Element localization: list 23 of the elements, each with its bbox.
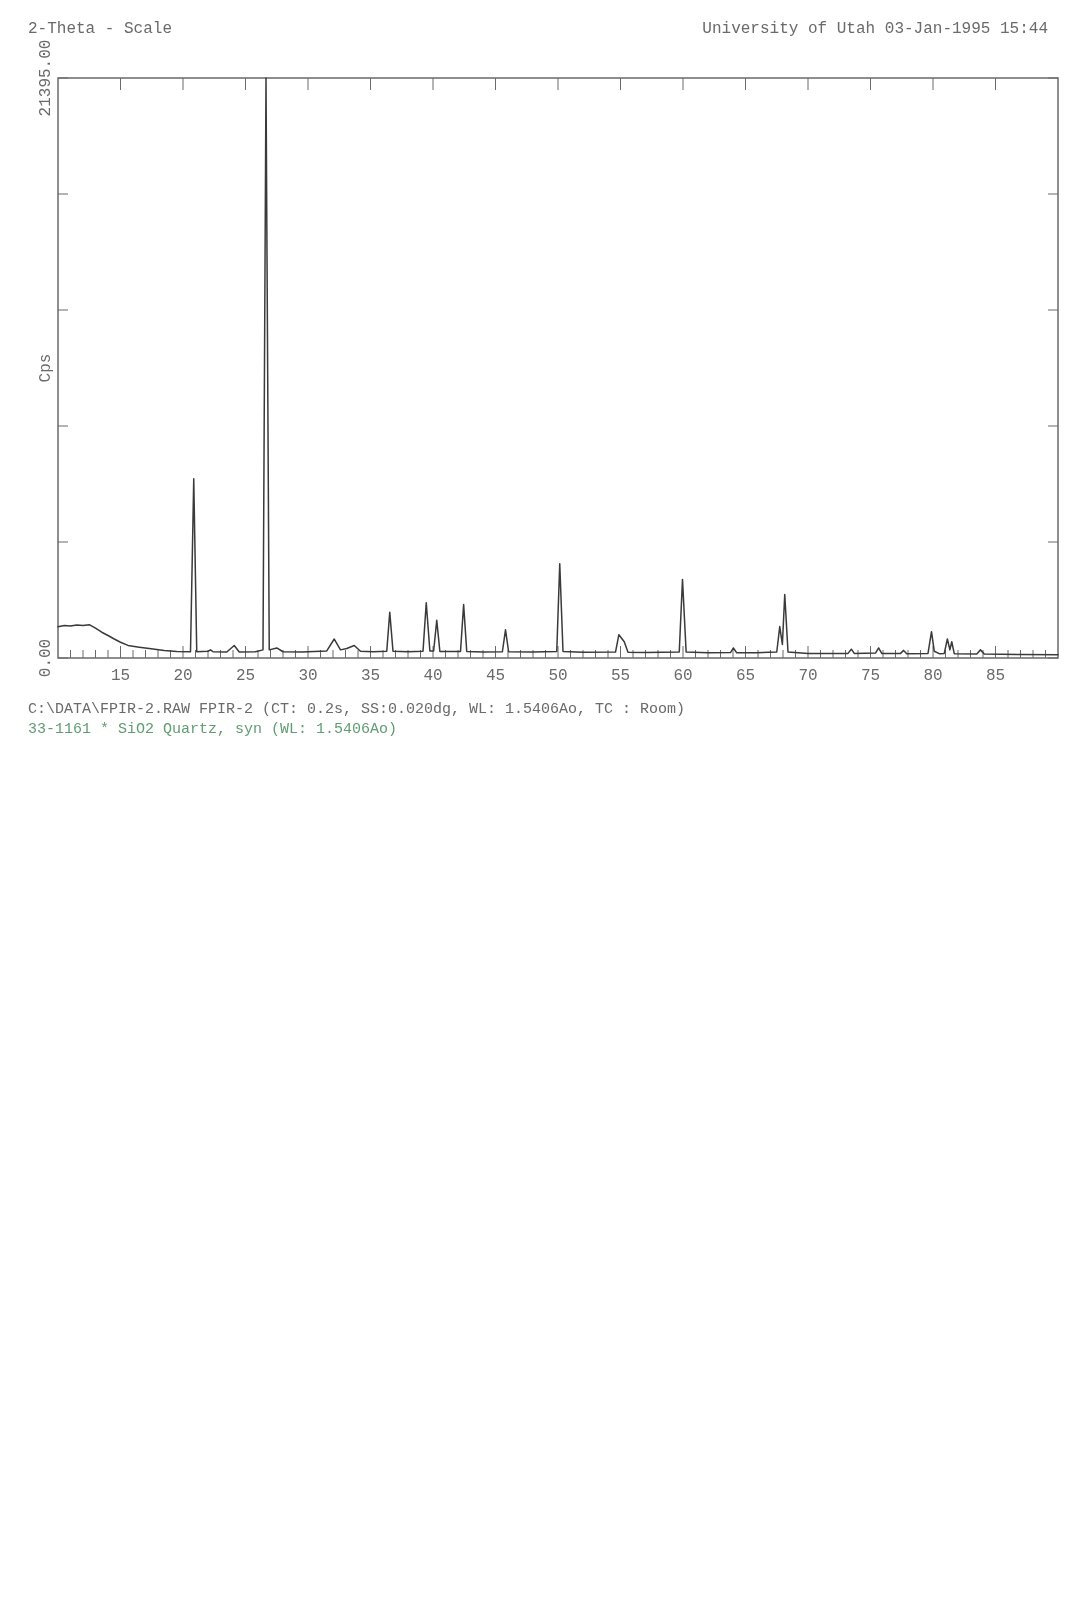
x-tick-label: 55: [610, 667, 631, 685]
y-tick-label: 0.00: [37, 638, 55, 678]
x-tick-label: 25: [235, 667, 256, 685]
y-tick-label: 21395.00: [37, 39, 55, 117]
x-tick-label: 15: [110, 667, 131, 685]
x-tick-label: 85: [985, 667, 1006, 685]
x-tick-label: 75: [860, 667, 881, 685]
x-tick-label: 65: [735, 667, 756, 685]
x-tick-label: 50: [548, 667, 568, 685]
text: C:\DATA\FPIR-2.RAW FPIR-2 (CT: 0.2s, SS:0.020dg, WL: 1.5406Ao, TC : Room): [28, 701, 686, 718]
x-tick-label: 80: [923, 667, 943, 685]
x-tick-label: 45: [485, 667, 506, 685]
x-tick-label: 20: [173, 667, 193, 685]
x-tick-label: 70: [798, 667, 818, 685]
x-tick-label: 35: [360, 667, 381, 685]
x-tick-label: 60: [673, 667, 693, 685]
chart-title: University of Utah 03-Jan-1995 15:44: [702, 20, 1048, 38]
line-series: [57, 77, 1059, 656]
x-tick-label: 30: [298, 667, 318, 685]
x-axis-title: 2-Theta - Scale: [28, 20, 173, 38]
y-axis-title: Cps: [37, 353, 55, 383]
x-tick-label: 40: [423, 667, 443, 685]
text: 33-1161 * SiO2 Quartz, syn (WL: 1.5406Ao): [28, 721, 398, 738]
